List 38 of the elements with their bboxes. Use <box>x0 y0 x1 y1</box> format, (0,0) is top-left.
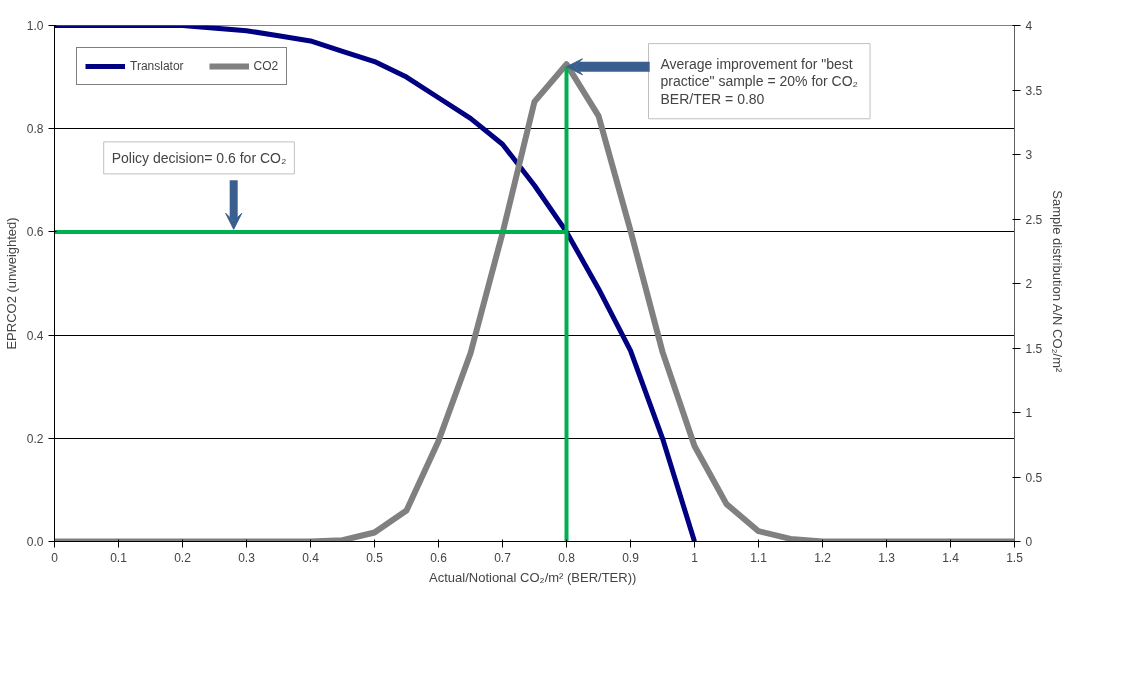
y2-tick-label: 2 <box>1025 277 1033 291</box>
y-tick-label: 0.2 <box>26 431 44 446</box>
x-axis-title: Actual/Notional CO₂/m² (BER/TER)) <box>429 569 637 585</box>
y-tick-label: 0.4 <box>26 328 44 343</box>
annotation: Average improvement for "best practice" sample = 20% for CO₂ BER/TER = 0.80 <box>660 55 859 107</box>
y-axis-title: EPRCO2 (unweighted) <box>3 217 19 350</box>
x-tick-label: 1.2 <box>814 550 832 565</box>
x-tick-label: 0.8 <box>558 550 576 565</box>
x-tick-label: 1 <box>691 550 699 565</box>
x-tick-label: 1.4 <box>942 550 960 565</box>
y-tick-label: 1.0 <box>26 19 44 33</box>
x-tick-label: 0.6 <box>430 550 448 565</box>
x-tick-label: 0.1 <box>110 550 128 565</box>
y2-tick-label: 1 <box>1025 406 1033 420</box>
y2-tick-label: 1.5 <box>1025 341 1043 356</box>
y-tick-label: 0.8 <box>26 122 44 137</box>
y-tick-label: 0.0 <box>26 535 44 549</box>
y2-tick-label: 0 <box>1025 535 1033 549</box>
y2-tick-label: 3 <box>1025 148 1033 162</box>
x-tick-label: 0.5 <box>366 550 384 565</box>
x-tick-label: 0.2 <box>174 550 192 565</box>
legend-label: CO2 <box>253 59 279 73</box>
y2-tick-label: 3.5 <box>1025 83 1043 98</box>
y-tick-label: 0.6 <box>26 225 44 240</box>
x-tick-label: 1.3 <box>878 550 896 565</box>
y2-tick-label: 2.5 <box>1025 212 1043 227</box>
x-tick-label: 0.9 <box>622 550 640 565</box>
x-tick-label: 0 <box>51 550 59 565</box>
annotation: Policy decision= 0.6 for CO₂ <box>111 149 287 166</box>
y2-axis-title: Sample distribution A/N CO₂/m² <box>1050 190 1066 374</box>
y2-tick-label: 4 <box>1025 19 1033 33</box>
legend-label: Translator <box>130 59 184 73</box>
x-tick-label: 0.4 <box>302 550 320 565</box>
x-tick-label: 1.5 <box>1006 550 1024 565</box>
x-tick-label: 0.3 <box>238 550 256 565</box>
x-tick-label: 1.1 <box>750 550 768 565</box>
y2-tick-label: 0.5 <box>1025 470 1043 485</box>
x-tick-label: 0.7 <box>494 550 512 565</box>
